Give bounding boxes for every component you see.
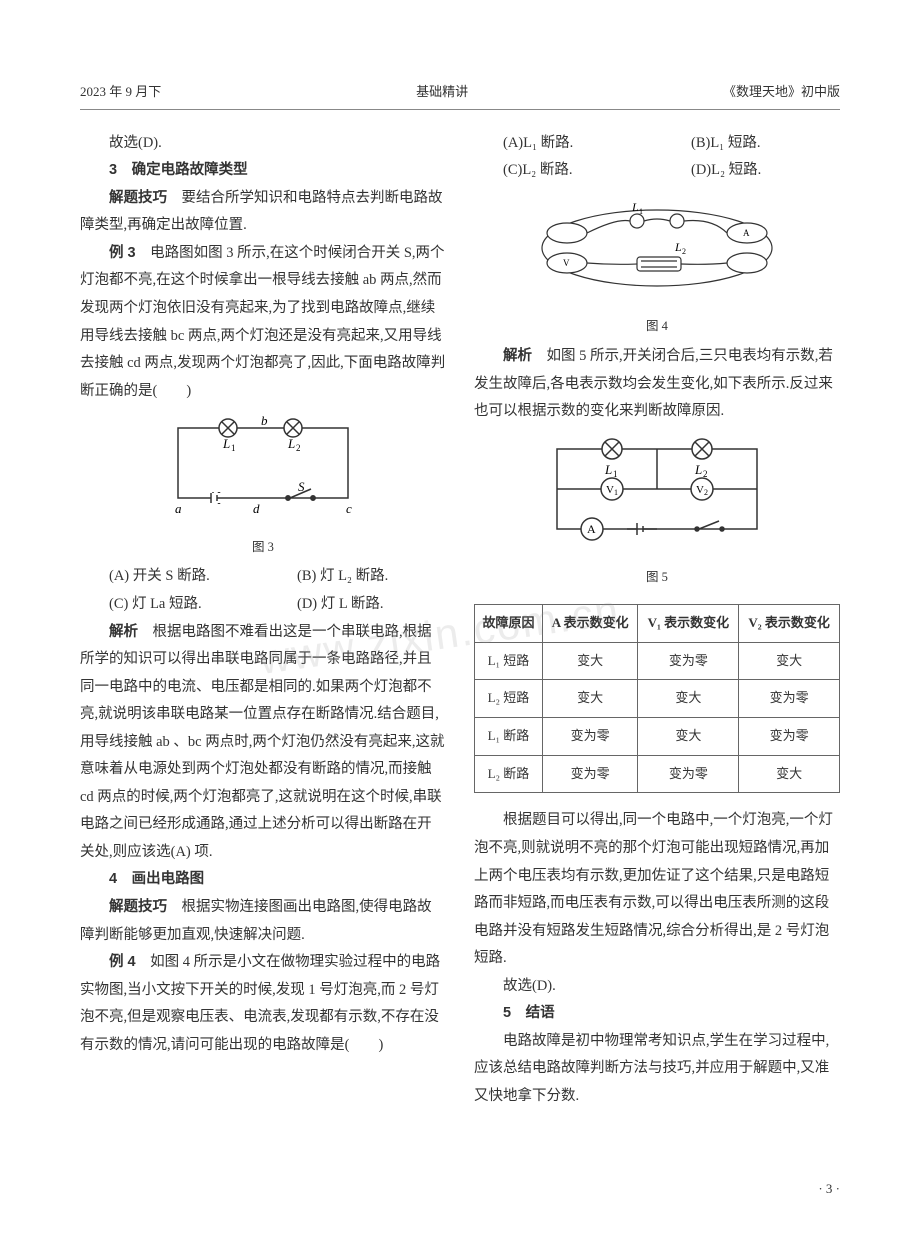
choice-4c: (C)L₂ 断路. [474,157,652,185]
th-cause: 故障原因 [475,605,543,643]
svg-text:1: 1 [613,469,618,479]
svg-text:b: b [261,413,268,428]
header-center: 基础精讲 [416,80,468,105]
svg-text:2: 2 [704,488,708,497]
svg-text:c: c [346,501,352,516]
figure-4-label: 图 4 [474,315,840,339]
header-right: 《数理天地》初中版 [723,80,840,105]
figure-3: L1 b L2 a d S c 图 3 [80,413,446,559]
choices-4-row1: (A)L₁ 断路. (B)L₁ 短路. [474,130,840,158]
choice-4a: (A)L₁ 断路. [474,130,652,158]
svg-text:L: L [631,200,639,214]
example-label: 例 4 [109,954,136,970]
th-v1: V₁ 表示数变化 [638,605,739,643]
choice-3d: (D) 灯 L 断路. [268,591,446,619]
analysis-label: 解析 [109,624,138,640]
svg-text:2: 2 [703,469,708,479]
svg-text:A: A [743,228,750,238]
analysis-label: 解析 [503,348,532,364]
right-column: (A)L₁ 断路. (B)L₁ 短路. (C)L₂ 断路. (D)L₂ 短路. [474,130,840,1111]
table-row: L₂ 断路变为零变为零变大 [475,755,840,793]
svg-text:2: 2 [296,443,301,453]
section-5-body: 电路故障是初中物理常考知识点,学生在学习过程中,应该总结电路故障判断方法与技巧,… [474,1028,840,1111]
example-3: 例 3 电路图如图 3 所示,在这个时候闭合开关 S,两个灯泡都不亮,在这个时候… [80,240,446,405]
choice-3b: (B) 灯 L₂ 断路. [268,563,446,591]
svg-text:A: A [587,522,596,536]
svg-text:2: 2 [682,247,686,256]
svg-text:1: 1 [614,488,618,497]
header-left: 2023 年 9 月下 [80,80,161,105]
example-4: 例 4 如图 4 所示是小文在做物理实验过程中的电路实物图,当小文按下开关的时候… [80,949,446,1059]
choices-3-row2: (C) 灯 La 短路. (D) 灯 L 断路. [80,591,446,619]
analysis-4: 解析 如图 5 所示,开关闭合后,三只电表均有示数,若发生故障后,各电表示数均会… [474,343,840,426]
svg-text:V: V [606,484,614,496]
fault-table: 故障原因 A 表示数变化 V₁ 表示数变化 V₂ 表示数变化 L₁ 短路变大变为… [474,604,840,793]
choices-3-row1: (A) 开关 S 断路. (B) 灯 L₂ 断路. [80,563,446,591]
analysis-3: 解析 根据电路图不难看出这是一个串联电路,根据所学的知识可以得出串联电路同属于一… [80,619,446,867]
table-row: L₁ 断路变为零变大变为零 [475,718,840,756]
svg-text:L: L [222,436,230,451]
svg-text:L: L [674,240,682,254]
choice-4b: (B)L₁ 短路. [662,130,840,158]
svg-text:d: d [253,501,260,516]
figure-5-label: 图 5 [474,566,840,590]
skill-label: 解题技巧 [109,899,167,915]
skill-4: 解题技巧 根据实物连接图画出电路图,使得电路故障判断能够更加直观,快速解决问题. [80,894,446,949]
left-column: 故选(D). 3 确定电路故障类型 解题技巧 要结合所学知识和电路特点去判断电路… [80,130,446,1111]
svg-text:1: 1 [639,207,643,216]
conclusion-4: 根据题目可以得出,同一个电路中,一个灯泡亮,一个灯泡不亮,则就说明不亮的那个灯泡… [474,807,840,972]
svg-text:V: V [696,484,704,496]
th-a: A 表示数变化 [542,605,638,643]
choice-3a: (A) 开关 S 断路. [80,563,258,591]
svg-text:V: V [563,258,570,268]
svg-text:L: L [287,436,295,451]
figure-3-label: 图 3 [80,536,446,560]
svg-text:a: a [175,501,182,516]
figure-4: L1 L2 V A 图 4 [474,193,840,339]
page-number: · 3 · [818,1177,840,1202]
svg-text:1: 1 [231,443,236,453]
th-v2: V₂ 表示数变化 [739,605,840,643]
skill-label: 解题技巧 [109,190,167,206]
answer-prev: 故选(D). [80,130,446,158]
skill-3: 解题技巧 要结合所学知识和电路特点去判断电路故障类型,再确定出故障位置. [80,185,446,240]
choices-4-row2: (C)L₂ 断路. (D)L₂ 短路. [474,157,840,185]
figure-5: L1 L2 V1 V2 A 图 5 [474,434,840,590]
section-4-title: 4 画出电路图 [80,866,446,894]
svg-text:S: S [298,479,305,494]
choice-3c: (C) 灯 La 短路. [80,591,258,619]
page-header: 2023 年 9 月下 基础精讲 《数理天地》初中版 [80,80,840,110]
example-label: 例 3 [109,245,136,261]
svg-text:L: L [604,462,612,477]
answer-4: 故选(D). [474,973,840,1001]
choice-4d: (D)L₂ 短路. [662,157,840,185]
svg-text:L: L [694,462,702,477]
section-5-title: 5 结语 [474,1000,840,1028]
table-row: L₂ 短路变大变大变为零 [475,680,840,718]
section-3-title: 3 确定电路故障类型 [80,157,446,185]
table-row: L₁ 短路变大变为零变大 [475,642,840,680]
